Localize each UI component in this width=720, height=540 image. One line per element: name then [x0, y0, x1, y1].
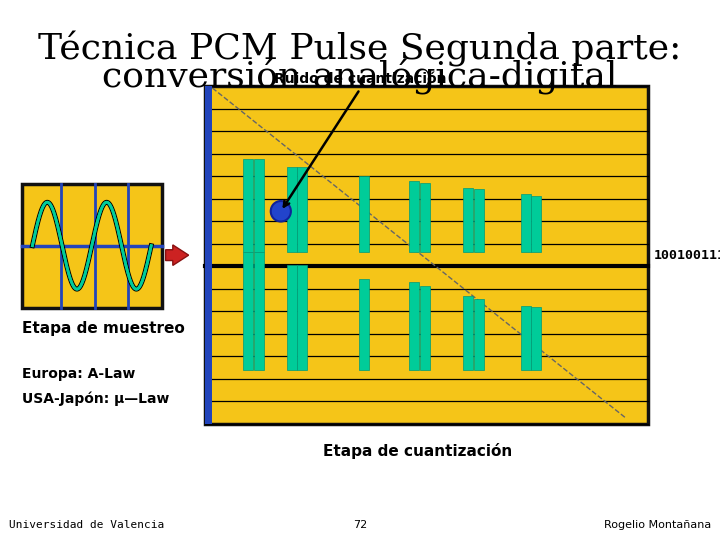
Bar	[243, 159, 253, 252]
Text: Europa: A-Law: Europa: A-Law	[22, 367, 135, 381]
Bar	[243, 252, 253, 370]
Bar	[22, 184, 162, 308]
Bar	[205, 86, 212, 424]
Ellipse shape	[271, 201, 291, 221]
Text: USA-Japón: μ—Law: USA-Japón: μ—Law	[22, 392, 169, 406]
Bar	[463, 188, 473, 252]
Bar	[297, 265, 307, 370]
Bar	[531, 196, 541, 252]
Bar	[205, 86, 648, 424]
FancyArrow shape	[166, 245, 189, 266]
Text: Etapa de muestreo: Etapa de muestreo	[22, 321, 184, 336]
Bar	[254, 252, 264, 370]
Bar	[409, 282, 419, 370]
Text: Ruido de cuantización: Ruido de cuantización	[274, 72, 446, 86]
Bar	[287, 167, 297, 252]
Text: 100100111011001: 100100111011001	[654, 248, 720, 262]
Bar	[359, 176, 369, 252]
Bar	[254, 159, 264, 252]
Bar	[420, 286, 430, 370]
Bar	[409, 181, 419, 252]
Bar	[359, 279, 369, 370]
Bar	[474, 299, 484, 370]
Bar	[463, 296, 473, 370]
Text: Técnica PCM Pulse Segunda parte:: Técnica PCM Pulse Segunda parte:	[38, 31, 682, 66]
Bar	[287, 265, 297, 370]
Text: Universidad de Valencia: Universidad de Valencia	[9, 520, 164, 530]
Bar	[531, 307, 541, 370]
Text: 72: 72	[353, 520, 367, 530]
Bar	[521, 194, 531, 252]
Bar	[474, 190, 484, 252]
Text: conversión analógica-digital: conversión analógica-digital	[102, 59, 618, 94]
Text: Etapa de cuantización: Etapa de cuantización	[323, 443, 513, 459]
Bar	[521, 306, 531, 370]
Bar	[420, 183, 430, 252]
Bar	[297, 167, 307, 252]
Text: Rogelio Montañana: Rogelio Montañana	[604, 520, 711, 530]
